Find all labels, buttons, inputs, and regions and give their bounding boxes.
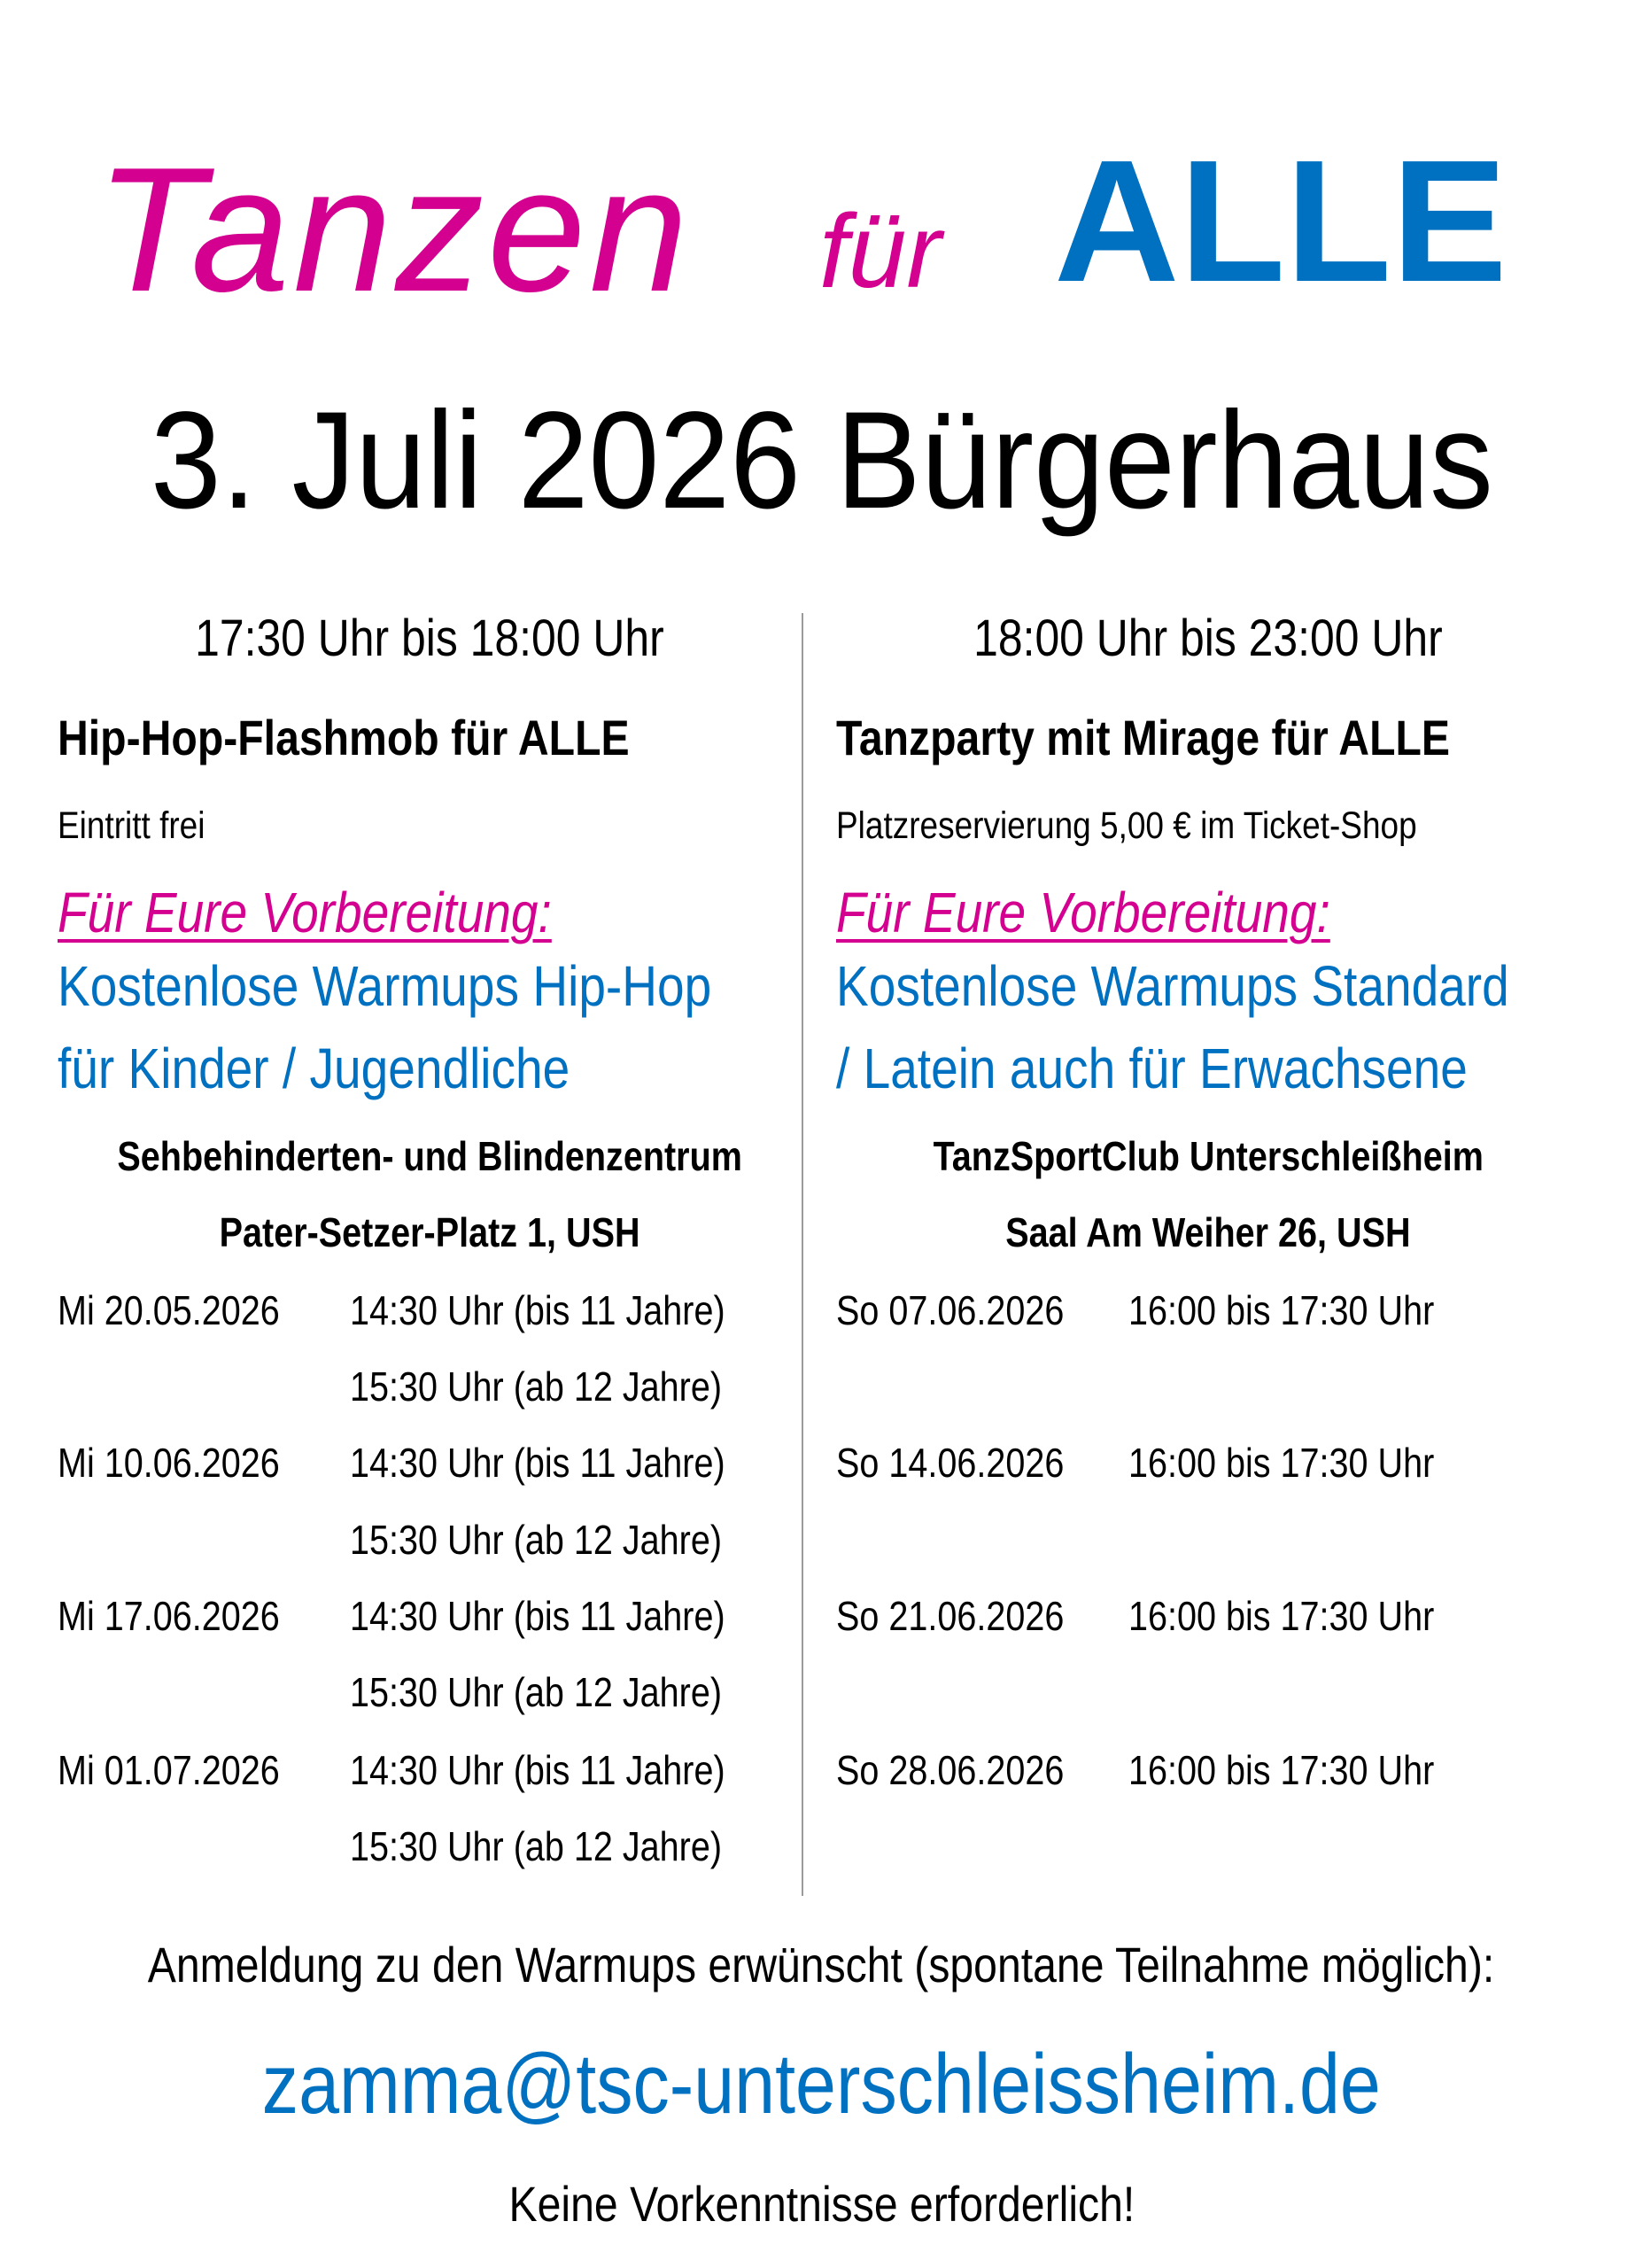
left-time-text: 17:30 Uhr bis 18:00 Uhr <box>195 610 664 667</box>
left-schedule-time: 15:30 Uhr (ab 12 Jahre) <box>350 1823 723 1869</box>
left-venue-address-text: Pater-Setzer-Platz 1, USH <box>219 1209 640 1255</box>
right-venue-name-text: TanzSportClub Unterschleißheim <box>933 1133 1484 1179</box>
left-schedule-time: 15:30 Uhr (ab 12 Jahre) <box>350 1363 723 1410</box>
left-schedule-date: Mi 20.05.2026 <box>58 1287 280 1333</box>
left-schedule-time: 15:30 Uhr (ab 12 Jahre) <box>350 1517 723 1563</box>
left-venue-name-text: Sehbehinderten- und Blindenzentrum <box>117 1133 742 1179</box>
right-time: 18:00 Uhr bis 23:00 Uhr <box>836 608 1580 670</box>
left-schedule-time: 14:30 Uhr (bis 11 Jahre) <box>350 1287 725 1333</box>
event-date-text: 3. Juli 2026 Bürgerhaus <box>150 384 1493 538</box>
left-time: 17:30 Uhr bis 18:00 Uhr <box>58 608 802 670</box>
no-experience-note: Keine Vorkenntnisse erforderlich! <box>0 2178 1643 2231</box>
right-schedule-time: 16:00 bis 17:30 Uhr <box>1128 1440 1435 1486</box>
registration-note-text: Anmeldung zu den Warmups erwünscht (spon… <box>148 1937 1495 1992</box>
left-venue-address: Pater-Setzer-Platz 1, USH <box>58 1208 802 1257</box>
left-event-title: Hip-Hop-Flashmob für ALLE <box>58 710 630 765</box>
left-schedule-date: Mi 01.07.2026 <box>58 1747 280 1793</box>
left-warmup-line1: Kostenlose Warmups Hip-Hop <box>58 954 712 1018</box>
left-schedule-date: Mi 17.06.2026 <box>58 1593 280 1639</box>
right-prep-label: Für Eure Vorbereitung: <box>836 881 1330 944</box>
right-schedule-date: So 28.06.2026 <box>836 1747 1065 1793</box>
title-tanzen: Tanzen <box>96 131 692 329</box>
registration-note: Anmeldung zu den Warmups erwünscht (spon… <box>0 1938 1643 1992</box>
right-warmup-line2: / Latein auch für Erwachsene <box>836 1037 1468 1100</box>
left-venue-name: Sehbehinderten- und Blindenzentrum <box>58 1131 802 1181</box>
right-schedule-time: 16:00 bis 17:30 Uhr <box>1128 1593 1435 1639</box>
right-schedule-time: 16:00 bis 17:30 Uhr <box>1128 1287 1435 1333</box>
left-prep-label: Für Eure Vorbereitung: <box>58 881 552 944</box>
left-schedule-time: 14:30 Uhr (bis 11 Jahre) <box>350 1747 725 1793</box>
right-venue-name: TanzSportClub Unterschleißheim <box>836 1131 1580 1181</box>
right-event-title: Tanzparty mit Mirage für ALLE <box>836 710 1451 765</box>
left-note: Eintritt frei <box>58 804 205 847</box>
right-time-text: 18:00 Uhr bis 23:00 Uhr <box>973 610 1443 667</box>
left-schedule-time: 14:30 Uhr (bis 11 Jahre) <box>350 1593 725 1639</box>
right-schedule-date: So 21.06.2026 <box>836 1593 1065 1639</box>
no-experience-note-text: Keine Vorkenntnisse erforderlich! <box>508 2176 1135 2232</box>
left-schedule-time: 15:30 Uhr (ab 12 Jahre) <box>350 1669 723 1715</box>
event-date-venue: 3. Juli 2026 Bürgerhaus <box>0 390 1643 532</box>
right-schedule-date: So 14.06.2026 <box>836 1440 1065 1486</box>
right-schedule-time: 16:00 bis 17:30 Uhr <box>1128 1747 1435 1793</box>
right-venue-address: Saal Am Weiher 26, USH <box>836 1208 1580 1257</box>
right-warmup-line1: Kostenlose Warmups Standard <box>836 954 1509 1018</box>
email-link[interactable]: zamma@tsc-unterschleissheim.de <box>0 2036 1643 2133</box>
title-alle: ALLE <box>1054 124 1507 318</box>
right-schedule-date: So 07.06.2026 <box>836 1287 1065 1333</box>
column-divider <box>802 613 803 1896</box>
left-warmup-line2: für Kinder / Jugendliche <box>58 1037 570 1100</box>
right-venue-address-text: Saal Am Weiher 26, USH <box>1005 1209 1411 1255</box>
right-note: Platzreservierung 5,00 € im Ticket-Shop <box>836 804 1417 847</box>
email-link-text[interactable]: zamma@tsc-unterschleissheim.de <box>262 2037 1381 2132</box>
left-schedule-time: 14:30 Uhr (bis 11 Jahre) <box>350 1440 725 1486</box>
left-schedule-date: Mi 10.06.2026 <box>58 1440 280 1486</box>
title-fuer: für <box>819 193 942 310</box>
